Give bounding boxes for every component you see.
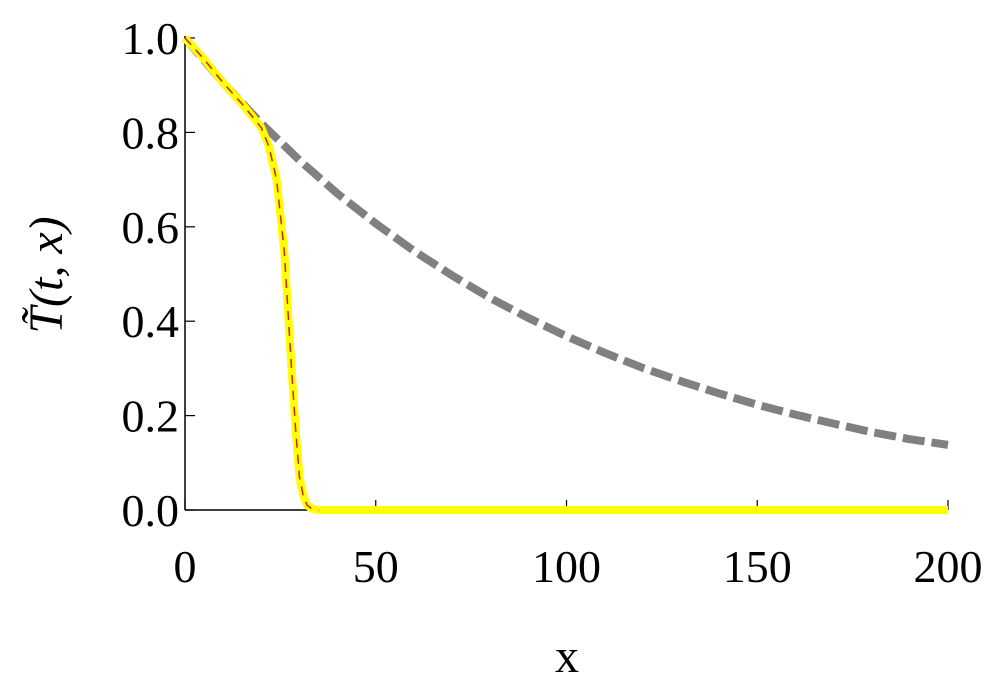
x-tick-label: 150 xyxy=(723,541,792,592)
x-tick-label: 100 xyxy=(532,541,601,592)
y-tick-label: 0.8 xyxy=(122,107,180,158)
data-line xyxy=(184,37,319,511)
x-axis-label: x xyxy=(555,630,579,683)
y-tick-label: 0.0 xyxy=(122,485,180,536)
x-tick-label: 200 xyxy=(914,541,983,592)
y-tick-label: 0.4 xyxy=(122,296,180,347)
data-line xyxy=(181,35,949,449)
data-line xyxy=(182,35,948,514)
x-tick-label: 0 xyxy=(174,541,197,592)
y-axis-label: T̃(t, x) xyxy=(20,216,73,333)
y-tick-label: 1.0 xyxy=(122,13,180,64)
y-tick-label: 0.6 xyxy=(122,202,180,253)
x-tick-label: 50 xyxy=(353,541,399,592)
y-tick-label: 0.2 xyxy=(122,391,180,442)
